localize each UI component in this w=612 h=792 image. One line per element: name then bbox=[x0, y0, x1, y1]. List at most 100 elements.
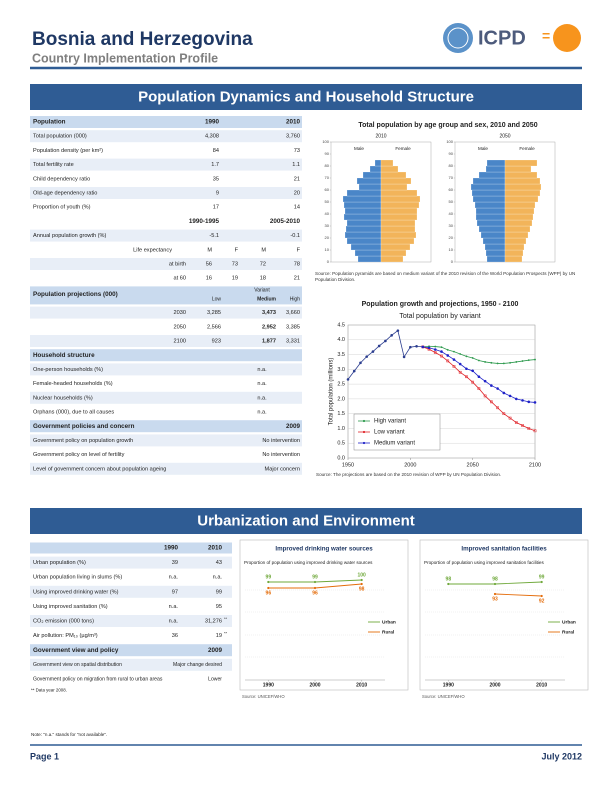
cell: 1.7 bbox=[211, 162, 219, 168]
cell: n.a. bbox=[213, 575, 223, 581]
note: Note: "n.a." stands for "not available". bbox=[31, 732, 107, 737]
pyramid-bar bbox=[344, 231, 382, 239]
row-label: Child dependency ratio bbox=[33, 176, 90, 182]
cell: 31,276 bbox=[205, 618, 222, 624]
marker bbox=[434, 345, 437, 348]
row-label: Orphans (000), due to all causes bbox=[33, 409, 114, 415]
pyramid-bar bbox=[504, 171, 538, 179]
y-tick-label: 70 bbox=[449, 175, 454, 180]
y-tick-label: 60 bbox=[325, 187, 330, 192]
row-label: Using improved sanitation (%) bbox=[33, 604, 108, 610]
row-label: Air pollution: PM₁₀ (µg/m³) bbox=[33, 633, 98, 639]
marker bbox=[377, 344, 381, 348]
marker bbox=[267, 580, 270, 584]
x-tick-label: 2000 bbox=[489, 682, 500, 688]
cell: No intervention bbox=[262, 452, 300, 458]
data-label: 92 bbox=[539, 598, 545, 604]
marker bbox=[371, 350, 375, 353]
marker bbox=[471, 369, 474, 373]
row-band bbox=[30, 335, 302, 347]
cell: 20 bbox=[294, 190, 300, 196]
pyramid-bar bbox=[504, 189, 541, 197]
data-label: 96 bbox=[266, 590, 272, 596]
legend-label: High variant bbox=[374, 419, 406, 425]
y-tick-label: 4.5 bbox=[337, 322, 345, 328]
data-label: 99 bbox=[312, 574, 318, 580]
pyramid-bar bbox=[474, 201, 506, 209]
row-label: Total fertility rate bbox=[33, 162, 74, 168]
series-line bbox=[422, 346, 536, 432]
table-header: 2005-2010 bbox=[270, 218, 301, 225]
marker bbox=[527, 359, 530, 362]
pyramid-bar bbox=[470, 183, 506, 191]
pyramid-bar bbox=[504, 231, 529, 239]
col-header: F bbox=[235, 247, 239, 253]
cell: 99 bbox=[216, 589, 222, 595]
marker bbox=[533, 429, 537, 433]
marker bbox=[433, 351, 437, 354]
row-label: Government policy on migration from rura… bbox=[33, 677, 163, 683]
marker bbox=[359, 361, 362, 365]
pyramid-bar bbox=[504, 177, 541, 185]
cell: 16 bbox=[206, 276, 212, 282]
x-tick-label: 2010 bbox=[356, 682, 367, 688]
marker bbox=[502, 391, 506, 395]
pyramid-bar bbox=[346, 219, 382, 227]
cell: 35 bbox=[213, 176, 219, 182]
cell: 21 bbox=[294, 176, 300, 182]
pyramid-bar bbox=[504, 207, 535, 215]
pyramid-bar bbox=[480, 231, 506, 239]
marker bbox=[384, 339, 387, 343]
row-band bbox=[30, 130, 302, 143]
legend-marker bbox=[362, 430, 366, 434]
cell: 36 bbox=[172, 633, 178, 639]
marker bbox=[440, 354, 443, 358]
marker bbox=[267, 586, 270, 590]
cell: No intervention bbox=[262, 438, 300, 444]
table-header: Government view and policy bbox=[33, 647, 119, 654]
row-band bbox=[30, 644, 232, 657]
marker bbox=[483, 394, 487, 398]
pyramid-bar bbox=[380, 201, 420, 209]
cell: n.a. bbox=[257, 381, 267, 387]
marker bbox=[446, 354, 450, 357]
cell: Major change desired bbox=[173, 662, 222, 668]
logo-text: ICPD bbox=[478, 27, 526, 49]
pyramid-bar bbox=[380, 237, 415, 245]
pyramid-bar bbox=[346, 189, 382, 197]
row-label: 2050 bbox=[174, 324, 186, 330]
row-band bbox=[30, 585, 232, 598]
pyramid-bar bbox=[343, 201, 382, 209]
marker bbox=[540, 580, 543, 584]
cell: 2,952 bbox=[262, 324, 276, 330]
row-label: at 60 bbox=[174, 276, 186, 282]
pyramid-bar bbox=[504, 213, 534, 221]
table-header: 2010 bbox=[286, 119, 301, 126]
pyramid-bar bbox=[380, 249, 407, 257]
marker bbox=[313, 586, 317, 590]
pyramid-bar bbox=[380, 243, 411, 251]
y-tick-label: 100 bbox=[446, 139, 453, 144]
table-header: Population bbox=[33, 119, 66, 126]
row-label: Old-age dependency ratio bbox=[33, 190, 97, 196]
marker bbox=[465, 375, 468, 379]
x-tick-label: 1990 bbox=[443, 682, 454, 688]
row-label: 2100 bbox=[174, 338, 186, 344]
marker bbox=[452, 358, 456, 361]
marker bbox=[458, 362, 462, 366]
marker bbox=[490, 400, 493, 404]
marker bbox=[496, 406, 499, 410]
marker bbox=[509, 361, 511, 364]
row-band bbox=[30, 434, 302, 447]
marker bbox=[459, 353, 462, 355]
row-label: CO₂ emission (000 tons) bbox=[33, 618, 94, 624]
col-header: M bbox=[261, 247, 266, 253]
pyramid-bar bbox=[380, 159, 394, 167]
marker bbox=[452, 365, 456, 368]
legend-label: Rural bbox=[562, 629, 574, 635]
pyramid-bar bbox=[358, 183, 382, 191]
page-number: Page 1 bbox=[30, 751, 59, 761]
pyramid-bar bbox=[380, 219, 416, 227]
row-band bbox=[30, 306, 302, 319]
